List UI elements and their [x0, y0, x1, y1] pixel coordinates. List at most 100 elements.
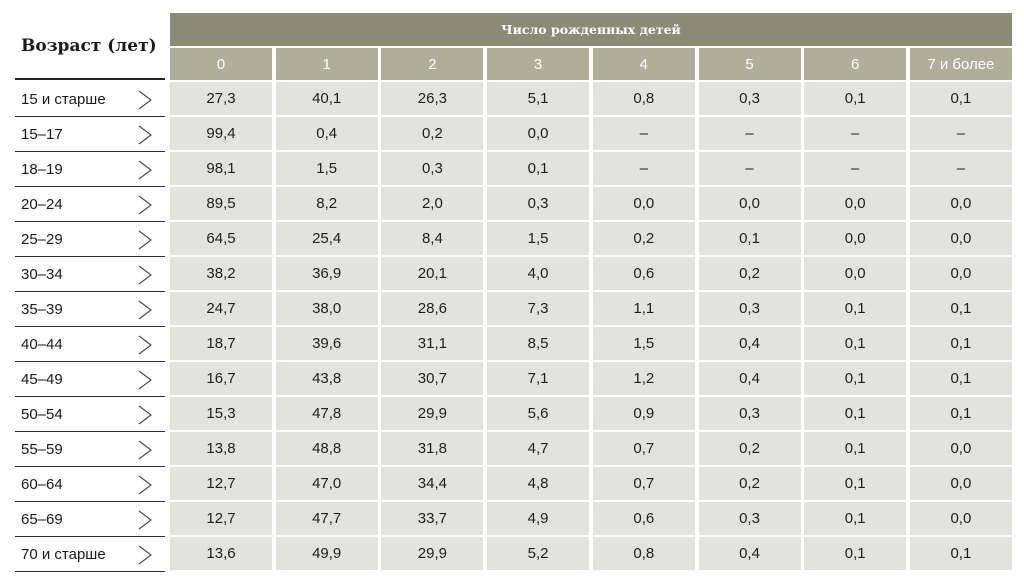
- table-cell: 5,1: [487, 82, 590, 115]
- table-cell: 20,1: [381, 257, 484, 290]
- row-label[interactable]: 15 и старше: [15, 82, 165, 117]
- table-cell: 0,0: [909, 222, 1012, 255]
- table-cell: 0,0: [909, 467, 1012, 500]
- table-cell: 0,2: [592, 222, 695, 255]
- table-cell: 0,1: [804, 537, 907, 570]
- row-label-text: 45–49: [21, 370, 63, 388]
- table-cell: 34,4: [381, 467, 484, 500]
- table-cell: 4,0: [487, 257, 590, 290]
- table-cell: 0,6: [592, 502, 695, 535]
- row-label[interactable]: 40–44: [15, 327, 165, 362]
- table-cell: 24,7: [170, 292, 272, 325]
- row-label[interactable]: 60–64: [15, 467, 165, 502]
- chevron-right-icon: [138, 370, 152, 390]
- row-label[interactable]: 35–39: [15, 292, 165, 327]
- table-cell: 16,7: [170, 362, 272, 395]
- table-cell: 0,1: [909, 362, 1012, 395]
- chevron-right-icon: [138, 475, 152, 495]
- column-header: 5: [698, 48, 801, 80]
- table-cell: 26,3: [381, 82, 484, 115]
- table-cell: 31,8: [381, 432, 484, 465]
- table-cell: 0,1: [804, 292, 907, 325]
- table-cell: 0,1: [804, 397, 907, 430]
- table-cell: 29,9: [381, 537, 484, 570]
- row-header-label: Возраст (лет): [21, 36, 157, 56]
- table-cell: 39,6: [275, 327, 378, 360]
- table-cell: 25,4: [275, 222, 378, 255]
- table-cell: 7,1: [487, 362, 590, 395]
- table-cell: 0,3: [698, 292, 801, 325]
- table-cell: 1,2: [592, 362, 695, 395]
- table-cell: 1,5: [275, 152, 378, 185]
- column-header: 0: [170, 48, 272, 80]
- table-cell: 0,0: [909, 432, 1012, 465]
- table-cell: 0,7: [592, 467, 695, 500]
- row-label-text: 15 и старше: [21, 90, 106, 108]
- row-label-text: 65–69: [21, 510, 63, 528]
- table-cell: 0,3: [487, 187, 590, 220]
- table-cell: 1,5: [487, 222, 590, 255]
- table-cell: 0,1: [804, 327, 907, 360]
- table-cell: 98,1: [170, 152, 272, 185]
- column-header: 2: [381, 48, 484, 80]
- row-label[interactable]: 20–24: [15, 187, 165, 222]
- table-cell: 40,1: [275, 82, 378, 115]
- table-cell: –: [909, 117, 1012, 150]
- table-cell: 7,3: [487, 292, 590, 325]
- row-label[interactable]: 45–49: [15, 362, 165, 397]
- row-label[interactable]: 25–29: [15, 222, 165, 257]
- table-cell: 31,1: [381, 327, 484, 360]
- table-cell: 0,1: [804, 82, 907, 115]
- table-cell: 28,6: [381, 292, 484, 325]
- table-cell: 0,2: [698, 467, 801, 500]
- column-group-title: Число рожденных детей: [501, 22, 681, 37]
- row-label[interactable]: 30–34: [15, 257, 165, 292]
- table-cell: 0,2: [698, 432, 801, 465]
- table-cell: 0,1: [804, 432, 907, 465]
- row-label-text: 55–59: [21, 440, 63, 458]
- table-cell: 0,0: [592, 187, 695, 220]
- table-cell: 0,4: [275, 117, 378, 150]
- table-cell: 0,0: [804, 257, 907, 290]
- chevron-right-icon: [138, 125, 152, 145]
- chevron-right-icon: [138, 335, 152, 355]
- row-label-text: 25–29: [21, 230, 63, 248]
- table-cell: 64,5: [170, 222, 272, 255]
- table-cell: 0,7: [592, 432, 695, 465]
- table-cell: 47,7: [275, 502, 378, 535]
- row-label-text: 20–24: [21, 195, 63, 213]
- chevron-right-icon: [138, 300, 152, 320]
- table-cell: 0,1: [487, 152, 590, 185]
- table-cell: 0,0: [698, 187, 801, 220]
- chevron-right-icon: [138, 195, 152, 215]
- table-cell: 38,2: [170, 257, 272, 290]
- table-cell: 0,0: [804, 222, 907, 255]
- table-cell: –: [698, 117, 801, 150]
- table-cell: 4,9: [487, 502, 590, 535]
- chevron-right-icon: [138, 230, 152, 250]
- chevron-right-icon: [138, 440, 152, 460]
- row-label[interactable]: 50–54: [15, 397, 165, 432]
- row-label[interactable]: 15–17: [15, 117, 165, 152]
- row-label[interactable]: 55–59: [15, 432, 165, 467]
- row-label[interactable]: 70 и старше: [15, 537, 165, 572]
- table-cell: –: [592, 117, 695, 150]
- row-label[interactable]: 65–69: [15, 502, 165, 537]
- table-cell: 18,7: [170, 327, 272, 360]
- row-label-text: 35–39: [21, 300, 63, 318]
- row-label[interactable]: 18–19: [15, 152, 165, 187]
- table-cell: 0,3: [698, 82, 801, 115]
- table-cell: 33,7: [381, 502, 484, 535]
- table-cell: 29,9: [381, 397, 484, 430]
- column-header: 1: [275, 48, 378, 80]
- table-cell: –: [804, 117, 907, 150]
- column-group-header: Число рожденных детей: [170, 13, 1012, 46]
- table-cell: 0,4: [698, 327, 801, 360]
- table-cell: 1,1: [592, 292, 695, 325]
- table-cell: 0,1: [909, 537, 1012, 570]
- row-header: Возраст (лет): [15, 14, 165, 80]
- table-cell: 0,3: [698, 502, 801, 535]
- table-cell: 0,3: [698, 397, 801, 430]
- column-header: 6: [804, 48, 907, 80]
- table-cell: 0,0: [487, 117, 590, 150]
